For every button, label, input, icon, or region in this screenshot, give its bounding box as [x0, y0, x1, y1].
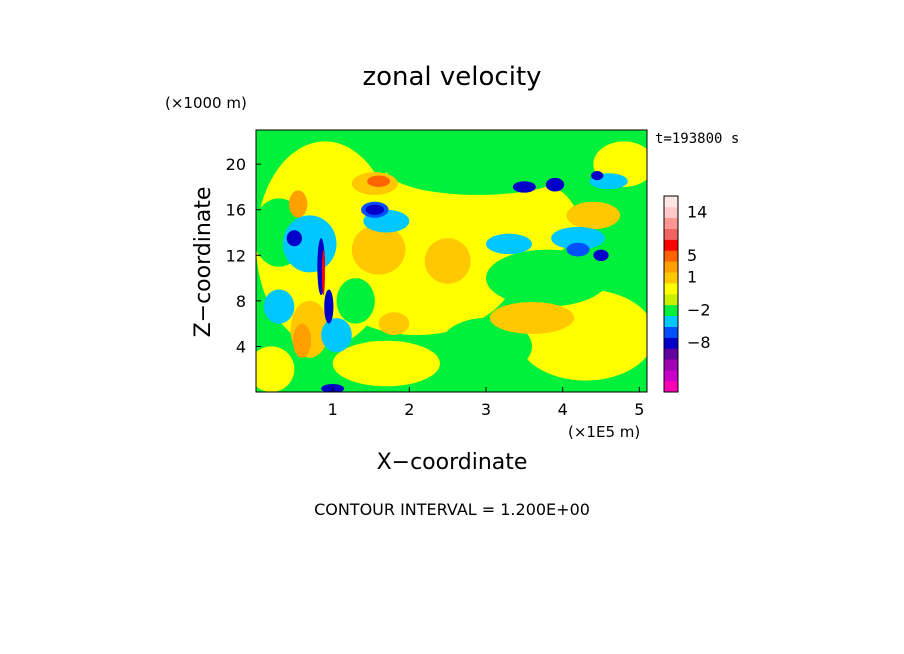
contour-interval-label: CONTOUR INTERVAL = 1.200E+00	[314, 500, 590, 519]
colorbar-swatch-6	[664, 315, 678, 327]
contour-region-41	[321, 249, 326, 296]
contour-region-22	[367, 175, 391, 187]
contour-region-17	[566, 201, 621, 230]
colorbar-swatch-12	[664, 250, 678, 262]
y-tick-label-0: 4	[236, 337, 246, 356]
time-label: t=193800 s	[655, 131, 739, 147]
contour-region-8	[386, 144, 571, 195]
contour-region-20	[288, 190, 308, 218]
contour-region-5	[332, 340, 441, 387]
colorbar-swatch-11	[664, 261, 678, 273]
colorbar-label-3: −2	[687, 300, 711, 319]
colorbar-swatch-5	[664, 326, 678, 338]
y-axis-ticks: 4 8 12 16 20	[226, 155, 261, 356]
y-axis-label: Z−coordinate	[191, 187, 216, 338]
y-tick-label-2: 12	[226, 246, 246, 265]
contour-region-19	[378, 312, 410, 336]
contour-region-7	[256, 346, 295, 392]
y-tick-label-3: 16	[226, 201, 246, 220]
x-unit-label: (×1E5 m)	[568, 423, 640, 441]
colorbar-swatch-15	[664, 217, 678, 229]
colorbar-swatch-16	[664, 206, 678, 219]
colorbar-swatch-17	[664, 196, 678, 208]
contour-region-26	[486, 233, 532, 255]
contour-region-33	[512, 181, 536, 193]
chart-title: zonal velocity	[362, 62, 541, 92]
colorbar-swatch-8	[664, 294, 678, 306]
contour-region-37	[324, 289, 334, 324]
plot-frame	[255, 129, 648, 393]
colorbar-swatch-0	[664, 381, 678, 393]
colorbar-swatch-9	[664, 283, 678, 295]
colorbar-swatch-3	[664, 348, 678, 360]
x-tick-label-2: 3	[481, 400, 491, 419]
contour-region-25	[321, 317, 352, 353]
contour-region-34	[545, 177, 565, 192]
colorbar-swatch-14	[664, 228, 678, 240]
contour-region-3	[440, 175, 578, 267]
contour-region-31	[566, 242, 590, 257]
y-tick-label-1: 8	[236, 292, 246, 311]
colorbar-label-4: −8	[687, 333, 711, 352]
contour-region-15	[424, 238, 471, 284]
contour-region-12	[336, 278, 375, 324]
colorbar-label-1: 5	[687, 246, 697, 265]
x-tick-label-0: 1	[328, 400, 338, 419]
x-tick-label-4: 5	[634, 400, 644, 419]
x-axis-label: X−coordinate	[377, 450, 528, 475]
colorbar-frame	[663, 195, 679, 393]
contour-region-35	[286, 230, 303, 247]
contour-regions	[256, 141, 647, 392]
x-tick-label-1: 2	[404, 400, 414, 419]
contour-region-32	[365, 204, 385, 215]
colorbar-swatch-4	[664, 337, 678, 349]
contour-region-16	[489, 302, 575, 334]
contour-region-38	[593, 249, 609, 261]
colorbar-label-0: 14	[687, 202, 707, 221]
colorbar-swatch-2	[664, 359, 678, 371]
contour-region-27	[551, 226, 605, 250]
contour-region-28	[263, 289, 295, 324]
y-unit-label: (×1000 m)	[165, 94, 247, 112]
contour-region-14	[351, 224, 406, 275]
colorbar-label-2: 1	[687, 268, 697, 287]
x-axis-ticks: 1 2 3 4 5	[328, 387, 644, 419]
colorbar: 14 5 1 −2 −8	[663, 195, 711, 393]
contour-region-21	[292, 323, 312, 358]
contour-region-11	[440, 317, 532, 375]
y-tick-label-4: 20	[226, 155, 246, 174]
contour-region-10	[485, 249, 609, 307]
colorbar-swatch-7	[664, 304, 678, 317]
colorbar-swatch-1	[664, 370, 678, 382]
x-tick-label-3: 4	[558, 400, 568, 419]
contour-region-39	[591, 171, 604, 181]
colorbar-swatch-10	[664, 272, 678, 284]
colorbar-swatch-13	[664, 239, 678, 251]
